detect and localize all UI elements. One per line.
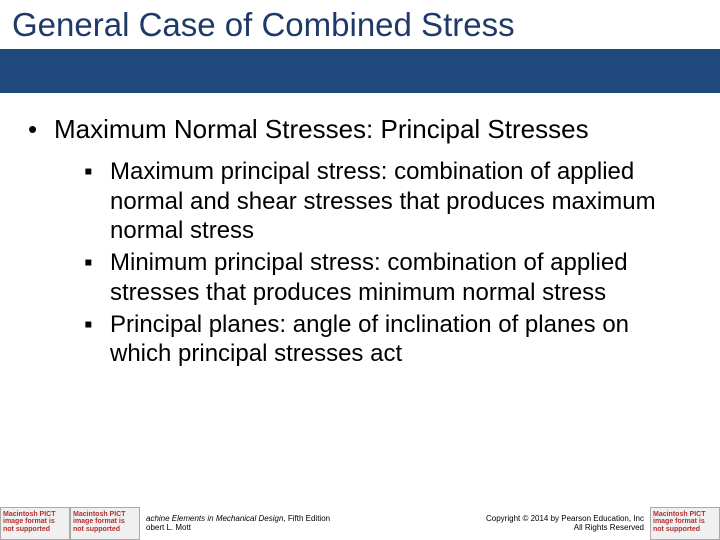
pict-placeholder-left: Macintosh PICT image format is not suppo…	[0, 507, 70, 540]
pict-placeholder-left2: Macintosh PICT image format is not suppo…	[70, 507, 140, 540]
content-area: • Maximum Normal Stresses: Principal Str…	[0, 93, 720, 369]
footer-copyright-line1: Copyright © 2014 by Pearson Education, I…	[486, 514, 644, 523]
bullet-lvl2-list: ▪ Maximum principal stress: combination …	[28, 151, 692, 369]
bullet-lvl2-marker: ▪	[84, 157, 110, 246]
footer-author: obert L. Mott	[146, 523, 191, 532]
bullet-lvl2-marker: ▪	[84, 248, 110, 308]
slide-title: General Case of Combined Stress	[12, 6, 708, 45]
bullet-lvl2: ▪ Minimum principal stress: combination …	[84, 248, 692, 308]
title-bar	[0, 49, 720, 93]
footer-book-info: achine Elements in Mechanical Design, Fi…	[146, 515, 330, 533]
footer-copyright-line2: All Rights Reserved	[574, 523, 644, 532]
title-area: General Case of Combined Stress	[0, 0, 720, 45]
footer: Macintosh PICT image format is not suppo…	[0, 507, 720, 540]
bullet-lvl2-text: Maximum principal stress: combination of…	[110, 157, 692, 246]
pict-placeholder-right: Macintosh PICT image format is not suppo…	[650, 507, 720, 540]
bullet-lvl2-marker: ▪	[84, 310, 110, 370]
bullet-lvl1-marker: •	[28, 115, 54, 145]
footer-edition: , Fifth Edition	[283, 514, 330, 523]
bullet-lvl1-text: Maximum Normal Stresses: Principal Stres…	[54, 115, 589, 145]
bullet-lvl2: ▪ Maximum principal stress: combination …	[84, 157, 692, 246]
bullet-lvl1: • Maximum Normal Stresses: Principal Str…	[28, 115, 692, 145]
footer-copyright: Copyright © 2014 by Pearson Education, I…	[486, 515, 644, 533]
bullet-lvl2-text: Minimum principal stress: combination of…	[110, 248, 692, 308]
footer-center: achine Elements in Mechanical Design, Fi…	[140, 507, 650, 540]
bullet-lvl2: ▪ Principal planes: angle of inclination…	[84, 310, 692, 370]
footer-book-title: achine Elements in Mechanical Design	[146, 514, 283, 523]
bullet-lvl2-text: Principal planes: angle of inclination o…	[110, 310, 692, 370]
